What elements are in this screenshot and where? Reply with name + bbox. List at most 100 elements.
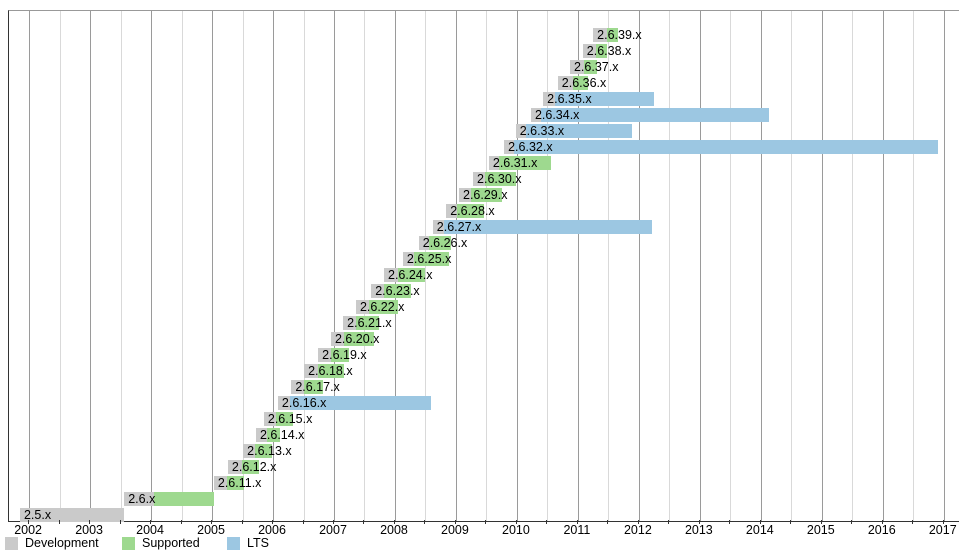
version-label: 2.6.35.x [547, 92, 592, 106]
axis-tick [302, 520, 304, 524]
timeline-row-2-6-13-x: 2.6.13.x [9, 443, 959, 459]
timeline-row-2-6-24-x: 2.6.24.x [9, 267, 959, 283]
timeline-row-2-6-37-x: 2.6.37.x [9, 59, 959, 75]
axis-tick [241, 520, 243, 524]
bar-segment-development [371, 284, 384, 298]
version-label: 2.6.25.x [406, 252, 452, 266]
axis-tick [881, 520, 883, 524]
bar-segment-development [318, 348, 331, 362]
bar-segment-supported [384, 284, 411, 298]
bar-segment-development [488, 156, 499, 170]
version-label: 2.6.34.x [534, 108, 580, 122]
plot-area: 2.6.39.x 2.6.38.x 2.6.37.x 2.6.36.x 2.6.35.x… [8, 10, 959, 522]
bar-segment-development [355, 300, 369, 314]
axis-tick [790, 520, 792, 524]
axis-tick [546, 520, 548, 524]
version-label: 2.5.x [23, 508, 52, 522]
version-label: 2.6.11.x [217, 476, 262, 490]
version-label: 2.6.13.x [247, 444, 292, 458]
axis-tick [393, 520, 395, 524]
bar-segment-supported [428, 236, 452, 250]
timeline-row-2-6-20-x: 2.6.20.x [9, 331, 959, 347]
bar-segment-supported [596, 44, 608, 58]
axis-tick [576, 520, 578, 524]
bar-segment-development [459, 188, 472, 202]
timeline-row-2-6-38-x: 2.6.38.x [9, 43, 959, 59]
bar-segment-development [446, 204, 458, 218]
bar-segment-lts [290, 396, 431, 410]
version-label: 2.6.12.x [231, 460, 277, 474]
bar-segment-development [543, 92, 555, 106]
gridline-year-2003 [90, 11, 92, 521]
bar-segment-development [291, 380, 305, 394]
gridline-half-year [547, 11, 549, 521]
gridline-year-2004 [151, 11, 153, 521]
version-label: 2.6.15.x [267, 412, 313, 426]
timeline-row-2-6-35-x: 2.6.35.x [9, 91, 959, 107]
bar-segment-supported [254, 444, 272, 458]
legend-swatch-lts [227, 537, 240, 550]
timeline-row-2-6-26-x: 2.6.26.x [9, 235, 959, 251]
axis-tick [119, 520, 121, 524]
bar-segment-development [227, 460, 242, 474]
axis-tick [363, 520, 365, 524]
x-axis: 2002 2003 2004 2005 2006 2007 2008 2009 2010 2011… [8, 520, 958, 538]
bar-segment-development [593, 28, 608, 42]
axis-year-label-2016: 2016 [867, 523, 896, 537]
timeline-row-2-5-x: 2.5.x [9, 507, 959, 523]
gridline-year-2013 [699, 11, 701, 521]
gridline-half-year [59, 11, 61, 521]
version-label: 2.6.x [128, 492, 156, 506]
bar-segment-development [515, 124, 527, 138]
gridline-year-2007 [334, 11, 335, 521]
bar-segment-supported [573, 76, 588, 90]
gridline-half-year [364, 11, 366, 521]
gridline-year-2011 [577, 11, 579, 521]
axis-year-label-2006: 2006 [258, 523, 286, 537]
gridline-half-year [608, 11, 610, 521]
gridline-year-2009 [455, 11, 457, 521]
bar-segment-supported [368, 300, 399, 314]
axis-tick [333, 520, 334, 524]
gridline-year-2012 [638, 11, 640, 521]
bar-segment-supported [607, 28, 618, 42]
axis-tick [851, 520, 853, 524]
version-label: 2.6.27.x [436, 220, 482, 234]
bar-segment-development [263, 412, 277, 426]
axis-tick [668, 520, 670, 524]
gridline-year-2002 [29, 11, 31, 521]
timeline-row-2-6-16-x: 2.6.16.x [9, 395, 959, 411]
axis-tick [912, 520, 914, 524]
gridline-half-year [181, 11, 183, 521]
gridline-half-year [913, 11, 915, 521]
version-label: 2.6.20.x [334, 332, 380, 346]
bar-segment-supported [398, 268, 425, 282]
version-label: 2.6.31.x [492, 156, 538, 170]
gridline-half-year [242, 11, 244, 521]
bar-segment-development [530, 108, 542, 122]
bar-segment-supported [266, 428, 281, 442]
bar-segment-supported [484, 172, 516, 186]
gridline-year-2017 [943, 11, 945, 521]
version-label: 2.6.17.x [295, 380, 340, 394]
axis-tick [424, 520, 426, 524]
axis-year-label-2007: 2007 [319, 523, 347, 537]
version-label: 2.6.37.x [573, 60, 619, 74]
version-label: 2.6.32.x [508, 140, 553, 154]
axis-year-label-2015: 2015 [806, 523, 835, 537]
bars-layer: 2.6.39.x 2.6.38.x 2.6.37.x 2.6.36.x 2.6.35.x… [9, 11, 959, 523]
gridline-half-year [486, 11, 488, 521]
bar-segment-development [255, 428, 267, 442]
axis-tick [637, 520, 639, 524]
gridline-half-year [730, 11, 732, 521]
bar-segment-development [304, 364, 319, 378]
gridline-year-2008 [394, 11, 396, 521]
gridline-half-year [669, 11, 671, 521]
axis-year-label-2011: 2011 [563, 523, 591, 537]
bar-segment-development [124, 492, 155, 506]
bar-segment-supported [241, 460, 259, 474]
bar-segment-lts [541, 108, 769, 122]
bar-segment-supported [413, 252, 450, 266]
legend-swatch-development [5, 537, 18, 550]
